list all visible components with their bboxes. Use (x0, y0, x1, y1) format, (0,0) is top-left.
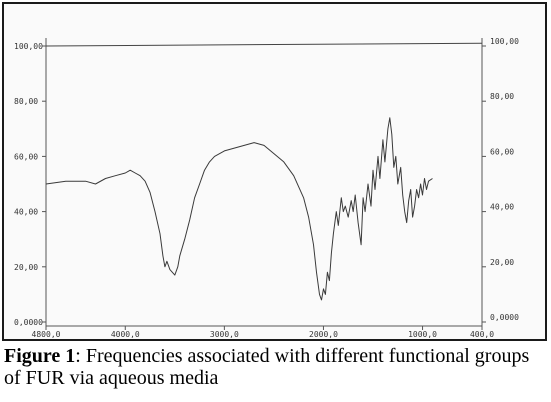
reference-100-line (45, 42, 483, 47)
caption-label: Figure 1 (4, 345, 76, 367)
x-tick-label: 2000,0 (309, 330, 338, 339)
y-tick-left-label: 100,00 (14, 42, 43, 51)
y-tick-left-label: 20,00 (14, 263, 38, 272)
y-tick-right-label: 80,00 (490, 92, 514, 101)
y-tick-right-label: 60,00 (490, 147, 514, 156)
y-tick-left-label: 0,0000 (14, 318, 43, 327)
caption-text: : Frequencies associated with different … (4, 345, 530, 389)
x-tick-label: 4000,0 (111, 330, 140, 339)
spectrum-line-0 (45, 117, 433, 301)
y-tick-right-label: 20,00 (490, 258, 514, 267)
y-tick-left-label: 60,00 (14, 152, 38, 161)
y-tick-right-label: 0,0000 (490, 313, 519, 322)
y-tick-right-label: 40,00 (490, 203, 514, 212)
y-tick-left-label: 80,00 (14, 97, 38, 106)
x-tick-label: 400,0 (470, 330, 494, 339)
x-tick-label: 4800,0 (32, 330, 61, 339)
figure-caption: Figure 1: Frequencies associated with di… (4, 345, 549, 389)
ftir-spectrum-chart: 100,00 80,00 60,00 40,00 20,00 0,0000 100,00 80… (14, 37, 519, 339)
y-tick-left-label: 40,00 (14, 208, 38, 217)
x-tick-label: 3000,0 (210, 330, 239, 339)
spectrum-frame: 100,00 80,00 60,00 40,00 20,00 0,0000 100,00 80… (2, 2, 547, 341)
y-tick-right-label: 100,00 (490, 37, 519, 46)
x-tick-label: 1000,0 (408, 330, 437, 339)
